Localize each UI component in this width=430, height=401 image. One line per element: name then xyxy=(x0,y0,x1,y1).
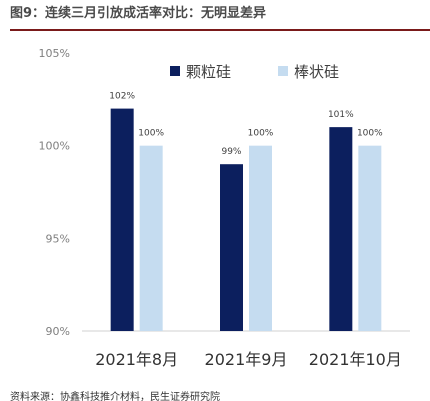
source-note: 资料来源：协鑫科技推介材料，民生证券研究院 xyxy=(10,392,220,401)
title-divider xyxy=(10,29,430,31)
legend: 颗粒硅 棒状硅 xyxy=(170,63,339,81)
y-tick-label: 100% xyxy=(39,140,70,153)
legend-swatch xyxy=(278,66,288,76)
bar xyxy=(249,145,272,331)
data-label: 100% xyxy=(357,129,383,139)
bar xyxy=(329,127,353,331)
bar xyxy=(139,145,163,331)
y-tick-label: 95% xyxy=(46,232,70,245)
data-label: 100% xyxy=(248,129,274,139)
labels-layer: 102%100%2021年8月99%100%2021年9月101%100%202… xyxy=(95,92,402,369)
figure-title: 图9：连续三月引放成活率对比：无明显差异 xyxy=(10,6,267,21)
y-tick-label: 105% xyxy=(39,47,70,60)
bar xyxy=(358,145,382,331)
data-label: 100% xyxy=(138,129,164,139)
data-label: 102% xyxy=(109,92,135,102)
legend-label: 棒状硅 xyxy=(294,63,339,81)
bar xyxy=(220,164,243,331)
y-tick-label: 90% xyxy=(46,325,70,338)
bars-layer xyxy=(110,108,382,331)
x-tick-label: 2021年9月 xyxy=(205,350,288,369)
x-tick-label: 2021年8月 xyxy=(95,350,178,369)
axis-layer: 90% 95% 100% 105% xyxy=(39,47,410,338)
legend-swatch xyxy=(170,66,180,76)
legend-label: 颗粒硅 xyxy=(186,63,231,81)
bar xyxy=(110,108,134,331)
data-label: 101% xyxy=(328,110,354,120)
x-tick-label: 2021年10月 xyxy=(309,350,402,369)
data-label: 99% xyxy=(221,147,241,157)
